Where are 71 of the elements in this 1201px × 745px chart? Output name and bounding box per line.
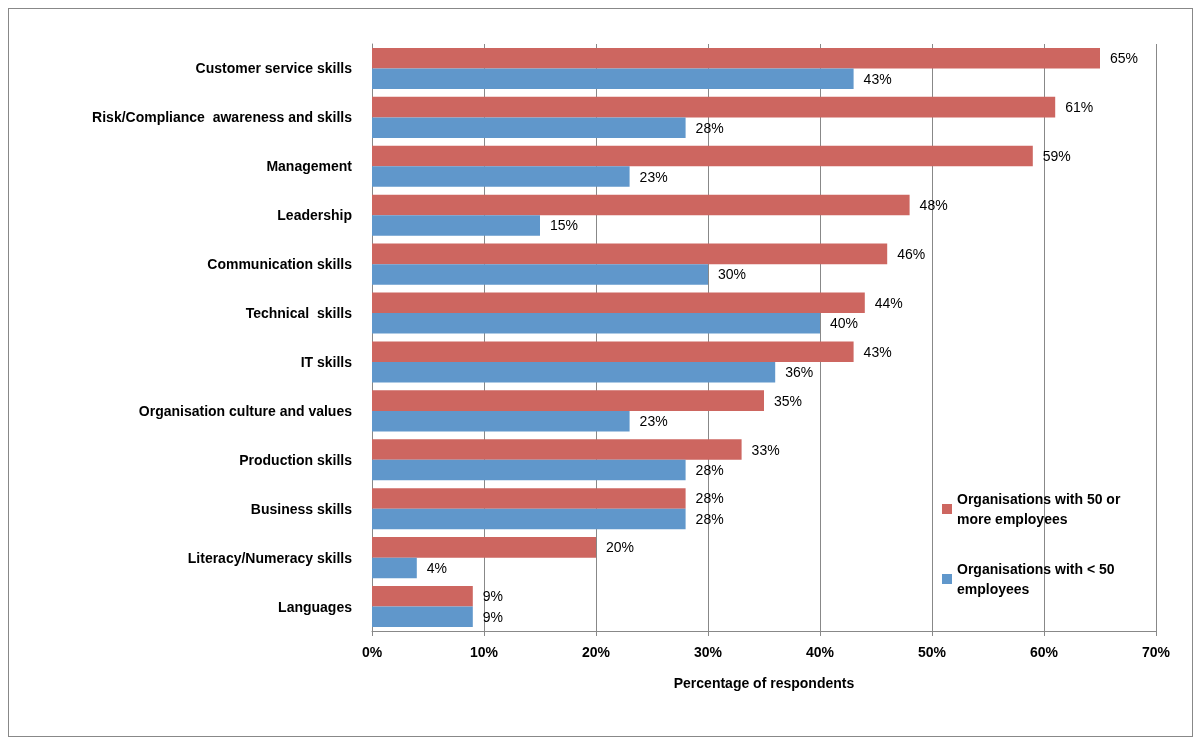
data-label: 23% <box>639 413 668 430</box>
y-tick-label: Risk/Compliance awareness and skills <box>92 109 353 126</box>
y-tick-label: Literacy/Numeracy skills <box>187 549 353 566</box>
x-tick-label: 40% <box>805 644 835 660</box>
y-tick-label: Technical skills <box>245 305 353 322</box>
legend-label: Organisations with 50 or more employees <box>957 491 1125 527</box>
data-label: 59% <box>1042 148 1071 165</box>
bar <box>372 488 686 509</box>
bar <box>372 606 473 628</box>
bar <box>372 586 473 607</box>
bar <box>372 194 910 216</box>
y-tick-label: Business skills <box>250 500 353 517</box>
x-tick-label: 20% <box>581 644 611 660</box>
data-label: 43% <box>863 70 892 87</box>
bar <box>372 313 820 334</box>
data-label: 43% <box>863 343 892 360</box>
bar <box>372 439 742 460</box>
data-label: 15% <box>550 217 579 234</box>
bar <box>372 96 1056 118</box>
data-label: 23% <box>639 168 668 185</box>
bar <box>372 68 854 89</box>
x-tick-label: 30% <box>693 644 723 660</box>
data-label: 4% <box>426 559 448 576</box>
y-tick-label: Organisation culture and values <box>138 402 353 419</box>
y-tick-label: IT skills <box>300 353 353 370</box>
bar <box>372 537 596 558</box>
bar <box>372 215 540 236</box>
bar <box>372 361 776 383</box>
bar <box>372 47 1100 69</box>
legend-label: Organisations with < 50 employees <box>957 561 1119 597</box>
y-tick-label: Communication skills <box>207 256 353 273</box>
bar <box>372 117 686 138</box>
data-label: 36% <box>785 364 814 381</box>
bar <box>372 292 865 314</box>
data-label: 46% <box>897 245 926 262</box>
bar <box>372 166 630 187</box>
y-tick-label: Languages <box>278 598 353 615</box>
data-label: 35% <box>774 392 803 409</box>
data-label: 40% <box>830 315 859 332</box>
bar <box>372 243 888 265</box>
y-tick-label: Management <box>266 158 353 175</box>
bar <box>372 459 686 481</box>
bar <box>372 508 686 530</box>
data-label: 28% <box>695 462 724 479</box>
bar <box>372 390 764 411</box>
data-label: 33% <box>751 441 780 458</box>
data-label: 48% <box>919 196 948 213</box>
data-label: 44% <box>874 294 903 311</box>
bar <box>372 264 708 285</box>
data-label: 9% <box>482 588 504 605</box>
data-label: 30% <box>718 266 747 283</box>
y-tick-label: Customer service skills <box>195 60 353 77</box>
data-label: 28% <box>695 510 724 527</box>
x-tick-label: 50% <box>917 644 947 660</box>
bar <box>372 341 854 362</box>
data-label: 28% <box>695 490 724 507</box>
x-tick-label: 60% <box>1029 644 1059 660</box>
x-tick-label: 10% <box>469 644 499 660</box>
data-label: 20% <box>606 539 635 556</box>
data-label: 9% <box>482 608 504 625</box>
bar <box>372 145 1033 167</box>
x-tick-label: 70% <box>1141 644 1171 660</box>
data-label: 61% <box>1065 99 1094 116</box>
y-tick-label: Production skills <box>239 451 353 468</box>
bar <box>372 557 417 579</box>
bar <box>372 410 630 432</box>
x-axis-title: Percentage of respondents <box>673 675 855 691</box>
y-tick-label: Leadership <box>277 207 352 224</box>
x-tick-label: 0% <box>361 644 383 660</box>
data-label: 28% <box>695 119 724 136</box>
data-label: 65% <box>1110 50 1139 67</box>
